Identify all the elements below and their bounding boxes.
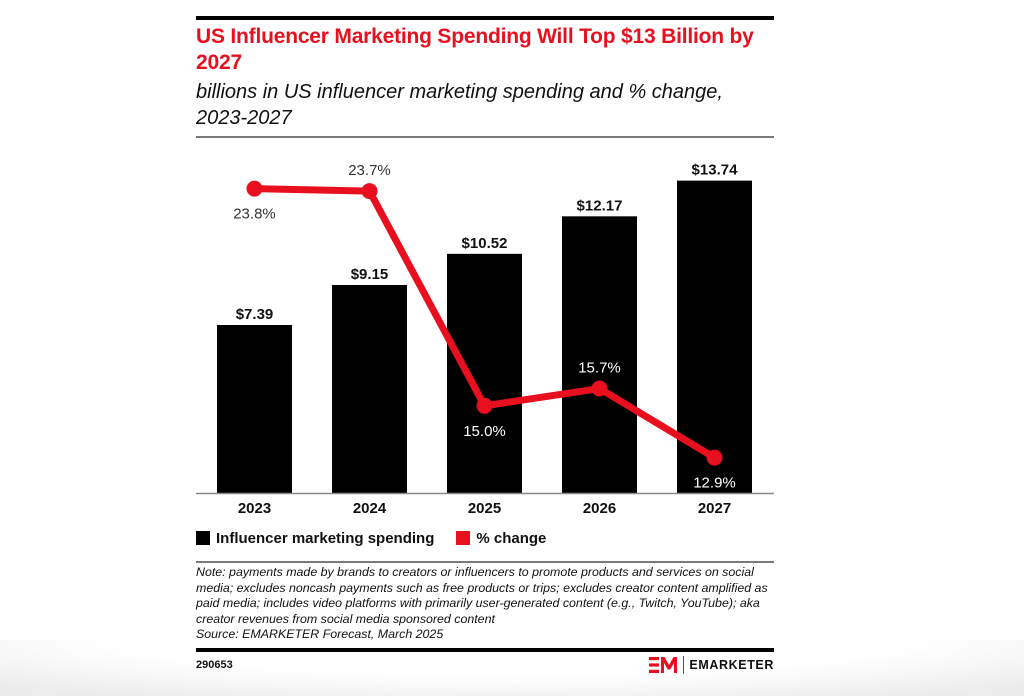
legend-swatch-spending xyxy=(196,531,210,545)
chart-card: US Influencer Marketing Spending Will To… xyxy=(196,0,774,696)
pct-label-2027: 12.9% xyxy=(693,475,736,492)
combo-chart: $7.39$9.15$10.52$12.17$13.74 2023 2024 202… xyxy=(196,162,774,517)
brand-logo: EMARKETER xyxy=(649,656,774,674)
chart-title: US Influencer Marketing Spending Will To… xyxy=(196,25,754,74)
x-tick-2025: 2025 xyxy=(468,500,501,517)
legend-swatch-change xyxy=(456,531,471,545)
bar-label-2023: $7.39 xyxy=(236,306,274,323)
pct-label-2026: 15.7% xyxy=(578,360,621,377)
note-text: Note: payments made by brands to creator… xyxy=(196,565,768,626)
bar-label-2026: $12.17 xyxy=(577,197,623,214)
subtitle-rule xyxy=(196,136,774,138)
note-rule xyxy=(196,561,774,563)
pct-label-2024: 23.7% xyxy=(348,162,391,179)
bar-2023 xyxy=(217,325,292,493)
legend-item-change: % change xyxy=(456,530,546,547)
line-series: 23.8% 23.7% 15.0% 15.7% 12.9% xyxy=(233,162,736,492)
top-rule xyxy=(196,16,774,20)
bar-2024 xyxy=(332,284,407,493)
footnote: Note: payments made by brands to creator… xyxy=(196,565,776,643)
chart-id: 290653 xyxy=(196,659,233,671)
pct-point-2023 xyxy=(246,180,263,197)
legend-label-change: % change xyxy=(476,529,547,547)
x-tick-2027: 2027 xyxy=(698,500,731,517)
bottom-rule xyxy=(196,648,774,652)
brand-separator xyxy=(683,656,685,674)
brand-name: EMARKETER xyxy=(689,658,774,672)
bar-label-2024: $9.15 xyxy=(351,266,389,283)
chart-subtitle: billions in US influencer marketing spen… xyxy=(196,81,723,129)
bar-2026 xyxy=(562,216,637,493)
x-tick-2024: 2024 xyxy=(353,500,387,517)
x-tick-2023: 2023 xyxy=(238,500,271,517)
legend: Influencer marketing spending % change xyxy=(196,528,568,548)
pct-label-2025: 15.0% xyxy=(463,423,506,440)
bar-2027 xyxy=(677,180,752,493)
bar-2025 xyxy=(447,253,522,493)
pct-point-2027 xyxy=(706,449,723,466)
pct-point-2024 xyxy=(361,183,378,200)
x-axis-ticks: 2023 2024 2025 2026 2027 xyxy=(238,500,731,517)
legend-item-spending: Influencer marketing spending xyxy=(196,530,434,547)
bar-series: $7.39 $9.15 $10.52 $12.17 $13.74 xyxy=(217,162,752,493)
x-tick-2026: 2026 xyxy=(583,500,616,517)
pct-point-2026 xyxy=(591,380,608,397)
bar-label-2027: $13.74 xyxy=(692,162,739,179)
pct-label-2023: 23.8% xyxy=(233,206,276,223)
bar-label-2025: $10.52 xyxy=(462,235,508,252)
legend-label-spending: Influencer marketing spending xyxy=(216,529,435,547)
source-text: Source: EMARKETER Forecast, March 2025 xyxy=(196,627,444,642)
em-logo-icon xyxy=(649,657,678,673)
pct-point-2025 xyxy=(476,397,493,414)
